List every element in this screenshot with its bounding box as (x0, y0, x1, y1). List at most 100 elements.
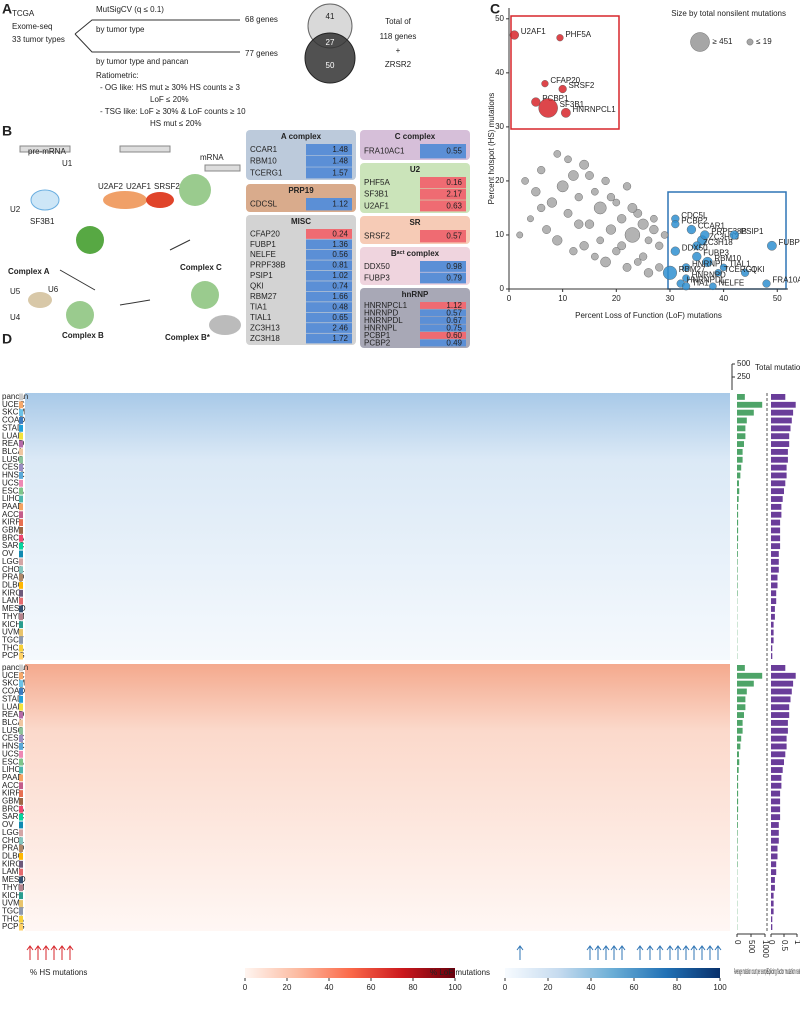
table-value: 0.60 (446, 331, 462, 340)
diagram-label: U2AF2 (98, 182, 123, 191)
point-label: TCERG1 (724, 265, 757, 274)
bar (737, 790, 739, 797)
colorbar-tick-label: 100 (448, 983, 462, 992)
arrow (610, 945, 618, 960)
point-label: TIAL1 (729, 259, 751, 268)
legend-size (746, 38, 754, 46)
row-swatch (19, 432, 23, 440)
row-swatch (19, 711, 23, 719)
lof-heatmap (25, 393, 730, 660)
bar (771, 480, 786, 487)
table-value: 0.63 (446, 201, 462, 210)
row-swatch (19, 574, 23, 581)
bar (771, 884, 775, 891)
bar (771, 735, 787, 742)
table-value: 1.48 (332, 157, 348, 166)
data-point (564, 155, 572, 164)
point-label: SF3B1 (560, 100, 585, 109)
table-cell (420, 317, 466, 324)
data-point (541, 80, 549, 88)
bar (737, 511, 739, 518)
table-value: 0.57 (446, 232, 462, 241)
data-point (762, 279, 771, 288)
table-cell (420, 188, 466, 200)
table-gene: CCAR1 (250, 145, 278, 154)
row-swatch (19, 743, 23, 750)
point-label: SRSF2 (569, 81, 595, 90)
y-tick-label: 40 (495, 68, 504, 77)
row-swatch (19, 672, 23, 680)
table-cell (420, 339, 466, 347)
arrow (34, 945, 42, 960)
table-cell (420, 324, 466, 332)
bar (737, 712, 744, 718)
bar (771, 417, 792, 424)
row-label: ESCA (2, 757, 24, 766)
row-swatch (19, 798, 23, 805)
panel-letter: A (2, 1, 12, 17)
bar (771, 853, 778, 860)
row-swatch (19, 829, 23, 837)
data-point (527, 215, 534, 223)
label: 50 (326, 61, 335, 70)
table-cell (420, 261, 466, 272)
bar (737, 774, 739, 781)
bar (771, 496, 783, 502)
diagram-label: Complex B (62, 331, 104, 340)
bar (771, 448, 788, 455)
row-swatch (19, 695, 23, 703)
label: MutSigCV (q ≤ 0.1) (96, 5, 164, 14)
table-cell (420, 200, 466, 212)
point-label: FRA10AC1 (772, 276, 800, 285)
data-point (568, 170, 579, 181)
label: - TSG like: LoF ≥ 30% & LoF counts ≥ 10 (100, 107, 246, 116)
row-swatch (19, 393, 23, 401)
data-point (552, 235, 563, 246)
x-tick-label: 500 (747, 940, 756, 954)
data-point (531, 187, 541, 197)
point-label: PCBP2 (681, 216, 708, 225)
data-point (556, 180, 569, 193)
table-cell (306, 333, 352, 344)
table-gene: CFAP20 (250, 229, 280, 238)
table-gene: PCBP1 (364, 331, 391, 340)
data-point (596, 236, 604, 245)
diagram-label: U5 (10, 287, 21, 296)
colorbar-tick-label: 80 (673, 983, 682, 992)
diagram-label: U1 (62, 159, 73, 168)
point-label: ZC3H13 (709, 232, 739, 241)
diagram-label: Complex B* (165, 333, 211, 342)
data-point (556, 34, 564, 42)
row-swatch (19, 417, 23, 424)
row-swatch (19, 566, 23, 574)
data-point (531, 97, 541, 107)
arrow (666, 945, 674, 960)
table-gene: RBM10 (250, 157, 277, 166)
row-swatch (19, 644, 23, 652)
bar (771, 433, 790, 440)
row-label: STAD (2, 694, 23, 703)
table-value: 0.75 (446, 323, 462, 332)
table-cell (306, 167, 352, 179)
data-point (553, 150, 562, 158)
table-gene: TIAL1 (250, 313, 272, 322)
data-point (574, 193, 583, 202)
bar (771, 582, 778, 589)
table-cell (306, 302, 352, 313)
data-point (660, 231, 669, 239)
bar (771, 869, 777, 876)
row-label: READ (2, 710, 24, 719)
table-value: 2.17 (446, 190, 462, 199)
bar (771, 535, 781, 542)
row-swatch (19, 597, 23, 605)
x-tick-label: 0 (767, 940, 776, 945)
row-label: GBM (2, 797, 21, 806)
table-gene: HNRNPL (364, 323, 397, 332)
bar (737, 837, 738, 844)
bar (771, 488, 784, 495)
row-swatch (19, 621, 23, 629)
bar (737, 503, 739, 510)
diagram-label: mRNA (200, 153, 224, 162)
table-gene: RBM27 (250, 292, 277, 301)
row-swatch (19, 401, 23, 409)
